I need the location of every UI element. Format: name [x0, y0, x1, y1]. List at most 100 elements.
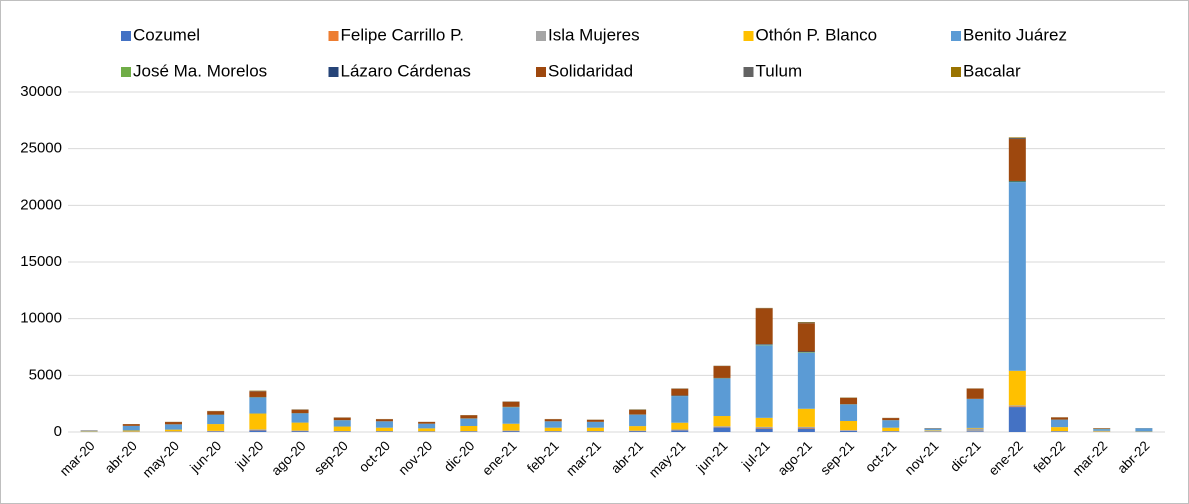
bar-segment [882, 431, 900, 432]
y-tick-label: 30000 [20, 83, 62, 100]
bar-segment [882, 427, 900, 432]
bar-segment [460, 425, 478, 432]
bar-segment [333, 426, 351, 432]
bar-segment [544, 427, 562, 432]
bar-segment [1008, 407, 1026, 432]
bar-segment [333, 420, 351, 427]
bar-segment [375, 431, 393, 432]
bar-segment [375, 419, 393, 422]
legend-label: Cozumel [133, 25, 200, 44]
bar-segment [207, 424, 225, 431]
bar-segment [249, 413, 267, 430]
bar-segment [586, 431, 604, 432]
bar-segment [460, 431, 478, 432]
bar-segment [1008, 181, 1026, 183]
bar-segment [797, 428, 815, 432]
bar-segment [629, 409, 647, 415]
bar-segment [1051, 419, 1069, 428]
bar-segment [797, 426, 815, 429]
bar-segment [122, 424, 140, 426]
bar-segment [375, 427, 393, 432]
bar-segment [840, 430, 858, 432]
bar-segment [586, 422, 604, 428]
legend-swatch [328, 31, 339, 41]
bar-segment [797, 352, 815, 353]
bar-segment [1008, 139, 1026, 181]
y-tick-label: 25000 [20, 140, 62, 157]
bar-segment [671, 429, 689, 431]
bar-segment [755, 345, 773, 418]
legend-label: Bacalar [963, 61, 1021, 80]
bar-segment [966, 399, 984, 428]
bar-segment [713, 427, 731, 432]
bar-segment [713, 366, 731, 378]
bar-segment [1135, 428, 1153, 432]
bar-segment [1008, 405, 1026, 407]
bar-segment [249, 430, 267, 432]
bar-segment [966, 428, 984, 432]
bar-segment [291, 422, 309, 431]
bar-segment [1008, 406, 1026, 408]
legend-label: Othón P. Blanco [756, 25, 878, 44]
bar-segment [713, 426, 731, 428]
bar-segment [418, 428, 436, 432]
legend-label: Tulum [756, 61, 803, 80]
bar-segment [122, 430, 140, 432]
bar-segment [122, 425, 140, 431]
bar-segment [164, 422, 182, 425]
bar-segment [544, 419, 562, 422]
bar-segment [840, 430, 858, 431]
bar-segment [797, 322, 815, 324]
bar-segment [755, 344, 773, 346]
bar-segment [1008, 137, 1026, 138]
bar-segment [797, 408, 815, 427]
bar-segment [797, 352, 815, 409]
bar-segment [375, 421, 393, 428]
legend-label: Isla Mujeres [548, 25, 640, 44]
bar-segment [713, 416, 731, 427]
bar-segment [333, 417, 351, 421]
bar-segment [840, 421, 858, 431]
bar-segment [840, 404, 858, 422]
bar-segment [755, 426, 773, 429]
bar-segment [966, 431, 984, 432]
bar-segment [502, 407, 520, 424]
bar-segment [755, 344, 773, 345]
bar-segment [840, 397, 858, 405]
bar-segment [797, 323, 815, 352]
bar-segment [1051, 427, 1069, 432]
legend-label: Benito Juárez [963, 25, 1067, 44]
bar-segment [924, 430, 942, 432]
bar-segment [966, 388, 984, 399]
legend-swatch [743, 67, 754, 77]
bar-segment [966, 427, 984, 429]
bar-segment [291, 431, 309, 432]
bar-segment [460, 415, 478, 419]
bar-segment [1051, 417, 1069, 420]
bar-segment [755, 428, 773, 432]
bar-segment [80, 430, 98, 432]
legend-swatch [951, 67, 961, 77]
bar-segment [460, 418, 478, 426]
bar-segment [586, 419, 604, 422]
bar-segment [629, 431, 647, 432]
bar-segment [797, 351, 815, 353]
bar-segment [164, 424, 182, 430]
legend-label: Lázaro Cárdenas [341, 61, 471, 80]
bar-segment [671, 430, 689, 432]
legend-swatch [536, 67, 546, 77]
bar-segment [502, 431, 520, 432]
bar-segment [418, 421, 436, 424]
bar-segment [629, 414, 647, 427]
legend-swatch [951, 31, 961, 41]
bar-segment [1008, 370, 1026, 406]
bar-segment [502, 401, 520, 407]
bar-segment [207, 411, 225, 415]
bar-segment [797, 428, 815, 429]
bar-segment [249, 397, 267, 414]
bar-segment [671, 388, 689, 396]
bar-segment [291, 413, 309, 423]
legend-label: Solidaridad [548, 61, 633, 80]
bar-segment [249, 391, 267, 397]
